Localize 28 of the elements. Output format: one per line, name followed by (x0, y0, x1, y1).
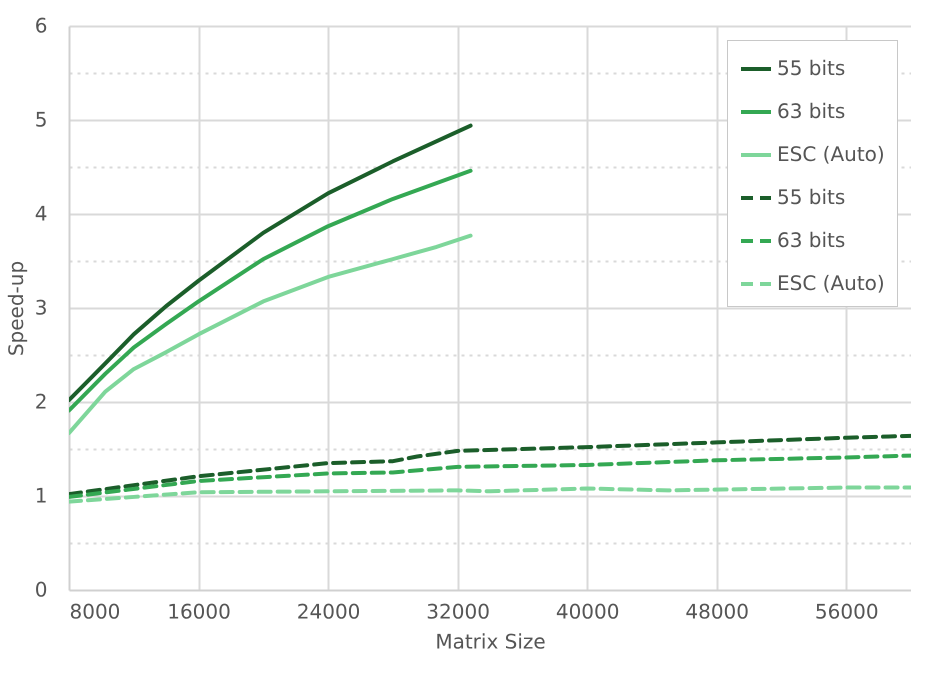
x-tick-label: 8000 (70, 600, 120, 624)
legend-label: 63 bits (777, 228, 846, 252)
x-tick-label: 48000 (685, 600, 750, 624)
y-tick-label: 5 (34, 108, 48, 132)
legend-label: ESC (Auto) (777, 271, 885, 295)
line-series (69, 454, 911, 499)
y-tick-label: 3 (34, 296, 48, 320)
legend-label: 63 bits (777, 99, 846, 123)
legend-label: 55 bits (777, 56, 846, 80)
x-tick-label: 40000 (556, 600, 620, 624)
legend-label: ESC (Auto) (777, 142, 885, 166)
y-axis-title: Speed-up (4, 260, 28, 356)
x-tick-label: 24000 (296, 600, 360, 624)
legend-label: 55 bits (777, 185, 846, 209)
y-tick-label: 1 (34, 484, 48, 508)
y-tick-label: 2 (34, 390, 48, 414)
x-tick-label: 56000 (814, 600, 879, 624)
y-tick-label: 0 (34, 578, 48, 602)
x-axis-title: Matrix Size (435, 630, 546, 654)
line-series (69, 234, 473, 436)
line-series (69, 124, 473, 402)
x-tick-label: 32000 (426, 600, 490, 624)
y-tick-label: 4 (34, 202, 48, 226)
line-series (69, 434, 911, 496)
y-tick-label: 6 (34, 14, 48, 38)
line-series (69, 168, 473, 412)
x-tick-label: 16000 (167, 600, 231, 624)
line-series (69, 486, 911, 504)
